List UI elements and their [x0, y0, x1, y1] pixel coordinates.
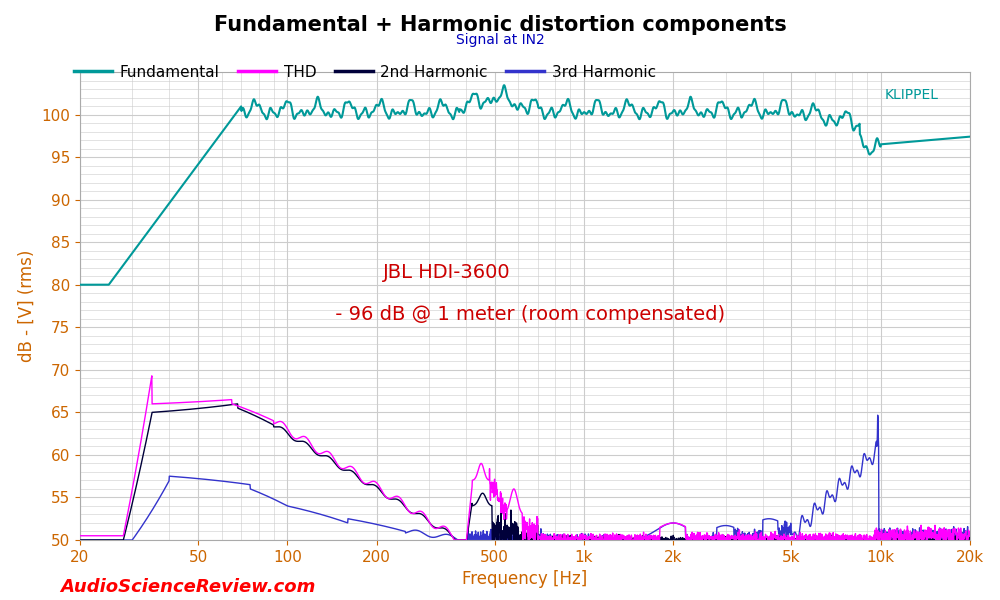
2nd Harmonic [851, 536, 863, 544]
Fundamental [851, 122, 863, 130]
Y-axis label: dB - [V] (rms): dB - [V] (rms) [18, 250, 36, 362]
THD [947, 535, 959, 542]
X-axis label: Frequency [Hz]: Frequency [Hz] [462, 570, 588, 588]
2nd Harmonic [228, 401, 240, 408]
2nd Harmonic [947, 536, 959, 544]
Text: KLIPPEL: KLIPPEL [885, 88, 939, 103]
Legend: Fundamental, THD, 2nd Harmonic, 3rd Harmonic: Fundamental, THD, 2nd Harmonic, 3rd Harm… [68, 59, 662, 86]
Fundamental [947, 134, 959, 142]
3rd Harmonic [415, 529, 427, 536]
3rd Harmonic [74, 536, 86, 544]
THD [851, 535, 863, 542]
THD [146, 372, 158, 379]
THD [449, 536, 461, 544]
3rd Harmonic [964, 536, 976, 544]
Fundamental [228, 112, 240, 119]
Line: Fundamental: Fundamental [80, 85, 970, 285]
Fundamental [498, 82, 510, 89]
Fundamental [454, 106, 466, 113]
3rd Harmonic [947, 536, 959, 543]
THD [176, 399, 188, 406]
2nd Harmonic [416, 511, 428, 518]
THD [229, 401, 241, 409]
Text: Fundamental + Harmonic distortion components: Fundamental + Harmonic distortion compon… [214, 15, 786, 35]
2nd Harmonic [964, 535, 976, 542]
3rd Harmonic [851, 467, 863, 474]
Fundamental [964, 133, 976, 140]
Fundamental [175, 183, 187, 190]
2nd Harmonic [74, 536, 86, 544]
Line: THD: THD [80, 376, 970, 540]
Text: AudioScienceReview.com: AudioScienceReview.com [60, 578, 315, 596]
3rd Harmonic [872, 412, 884, 419]
3rd Harmonic [454, 536, 466, 544]
Text: - 96 dB @ 1 meter (room compensated): - 96 dB @ 1 meter (room compensated) [329, 305, 725, 324]
Fundamental [74, 281, 86, 289]
2nd Harmonic [454, 536, 466, 544]
Line: 3rd Harmonic: 3rd Harmonic [80, 415, 970, 540]
Fundamental [415, 112, 427, 119]
THD [416, 508, 428, 515]
THD [964, 531, 976, 538]
THD [74, 532, 86, 539]
THD [454, 536, 466, 544]
Text: JBL HDI-3600: JBL HDI-3600 [383, 263, 510, 282]
Line: 2nd Harmonic: 2nd Harmonic [80, 404, 970, 540]
Text: Signal at IN2: Signal at IN2 [456, 33, 544, 47]
2nd Harmonic [175, 406, 187, 413]
3rd Harmonic [175, 473, 187, 481]
3rd Harmonic [228, 479, 240, 486]
2nd Harmonic [232, 400, 244, 407]
